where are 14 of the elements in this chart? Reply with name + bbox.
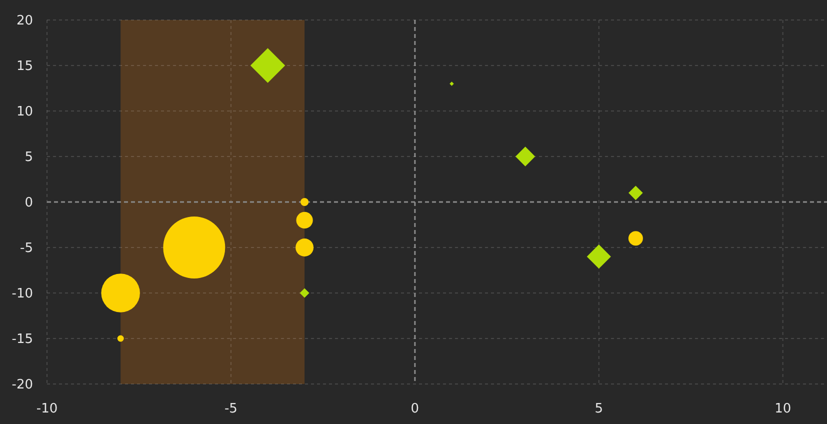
y-tick-label: 20 xyxy=(16,14,33,29)
y-tick-label: -5 xyxy=(20,241,33,256)
y-tick-label: 0 xyxy=(24,196,33,211)
x-tick-label: 0 xyxy=(410,402,420,417)
y-tick-label: 5 xyxy=(24,150,33,166)
x-tick-label: -5 xyxy=(224,402,238,417)
y-tick-label: 15 xyxy=(16,59,33,74)
x-tick-label: -10 xyxy=(36,402,58,417)
x-tick-label: 5 xyxy=(594,402,604,417)
y-tick-label: -15 xyxy=(12,332,33,348)
y-tick-label: 10 xyxy=(16,104,33,120)
x-tick-label: 10 xyxy=(774,402,792,417)
y-tick-label: -20 xyxy=(12,378,33,393)
y-tick-label: -10 xyxy=(12,286,33,302)
